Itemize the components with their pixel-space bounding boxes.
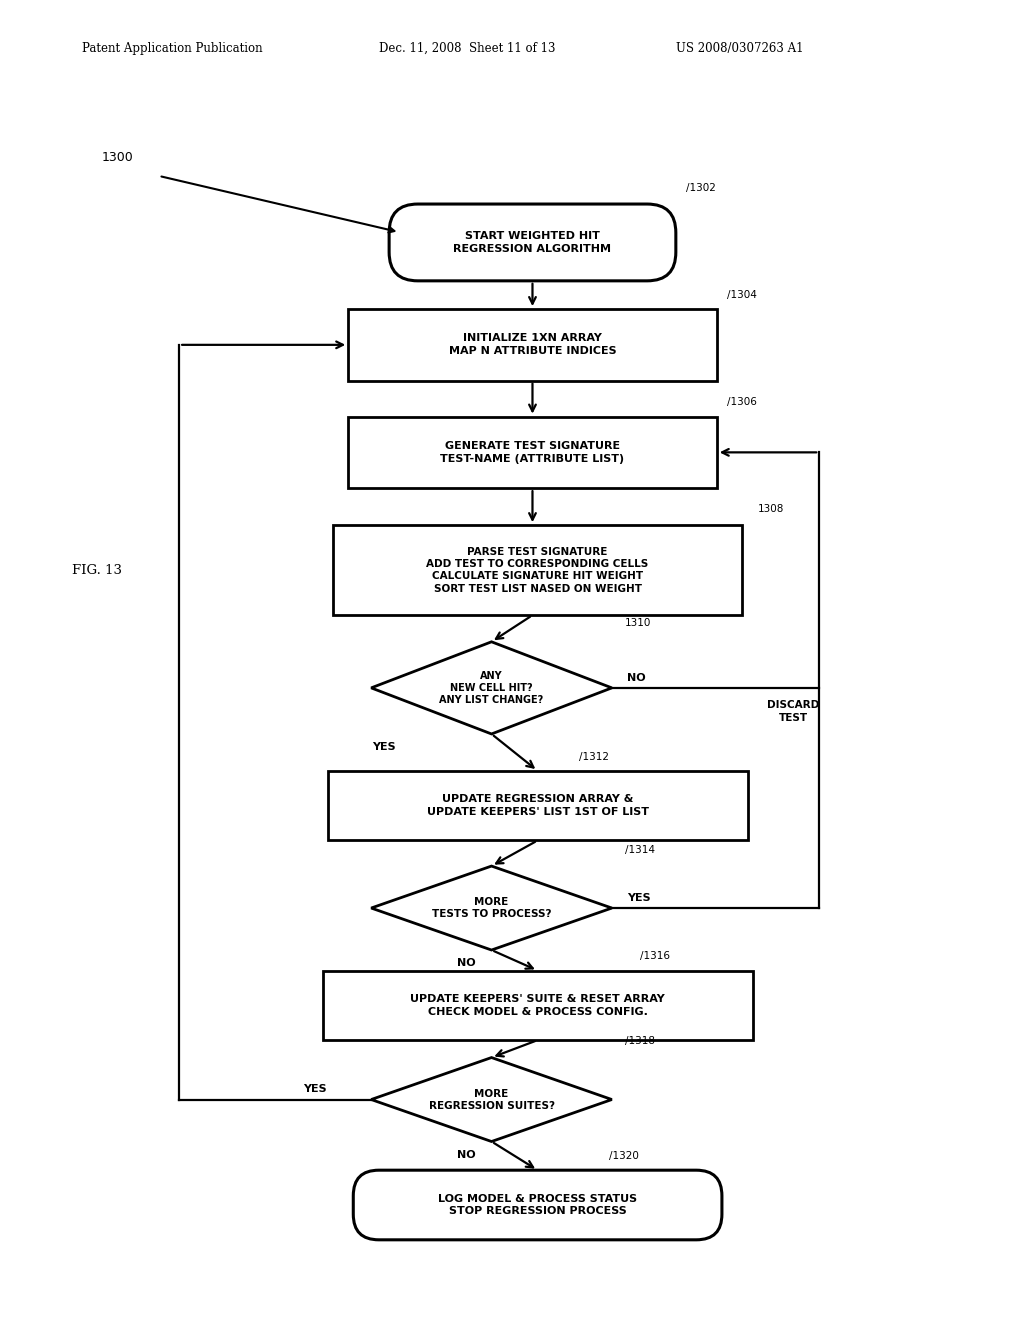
Text: PARSE TEST SIGNATURE
ADD TEST TO CORRESPONDING CELLS
CALCULATE SIGNATURE HIT WEI: PARSE TEST SIGNATURE ADD TEST TO CORRESP… <box>426 546 649 594</box>
Text: /1314: /1314 <box>625 845 654 855</box>
Text: /1312: /1312 <box>579 751 608 762</box>
Bar <box>323 970 753 1040</box>
Text: Dec. 11, 2008  Sheet 11 of 13: Dec. 11, 2008 Sheet 11 of 13 <box>379 42 555 54</box>
Text: 1310: 1310 <box>625 619 651 628</box>
Text: NO: NO <box>457 1150 475 1160</box>
Text: MORE
REGRESSION SUITES?: MORE REGRESSION SUITES? <box>428 1089 555 1110</box>
Text: /1318: /1318 <box>625 1036 654 1047</box>
Text: UPDATE KEEPERS' SUITE & RESET ARRAY
CHECK MODEL & PROCESS CONFIG.: UPDATE KEEPERS' SUITE & RESET ARRAY CHEC… <box>411 994 665 1016</box>
Text: ANY
NEW CELL HIT?
ANY LIST CHANGE?: ANY NEW CELL HIT? ANY LIST CHANGE? <box>439 671 544 705</box>
Text: YES: YES <box>303 1084 327 1094</box>
Text: START WEIGHTED HIT
REGRESSION ALGORITHM: START WEIGHTED HIT REGRESSION ALGORITHM <box>454 231 611 253</box>
Text: /1304: /1304 <box>727 290 757 300</box>
Text: MORE
TESTS TO PROCESS?: MORE TESTS TO PROCESS? <box>432 898 551 919</box>
Text: DISCARD
TEST: DISCARD TEST <box>767 700 820 722</box>
FancyBboxPatch shape <box>389 205 676 281</box>
Text: YES: YES <box>372 742 396 752</box>
Polygon shape <box>371 642 611 734</box>
Text: GENERATE TEST SIGNATURE
TEST-NAME (ATTRIBUTE LIST): GENERATE TEST SIGNATURE TEST-NAME (ATTRI… <box>440 441 625 463</box>
Text: Patent Application Publication: Patent Application Publication <box>82 42 262 54</box>
Bar <box>333 525 742 615</box>
Polygon shape <box>371 866 611 950</box>
Bar <box>328 771 748 841</box>
Text: UPDATE REGRESSION ARRAY &
UPDATE KEEPERS' LIST 1ST OF LIST: UPDATE REGRESSION ARRAY & UPDATE KEEPERS… <box>427 795 648 817</box>
Text: NO: NO <box>627 673 646 682</box>
Text: 1300: 1300 <box>101 150 134 164</box>
Text: US 2008/0307263 A1: US 2008/0307263 A1 <box>676 42 804 54</box>
FancyBboxPatch shape <box>353 1171 722 1239</box>
Text: FIG. 13: FIG. 13 <box>73 564 122 577</box>
Text: INITIALIZE 1XN ARRAY
MAP N ATTRIBUTE INDICES: INITIALIZE 1XN ARRAY MAP N ATTRIBUTE IND… <box>449 334 616 356</box>
Text: YES: YES <box>627 892 651 903</box>
Text: NO: NO <box>457 958 475 968</box>
Text: /1302: /1302 <box>686 183 716 193</box>
Bar <box>348 417 717 488</box>
Text: 1308: 1308 <box>758 504 784 513</box>
Text: /1320: /1320 <box>609 1151 639 1162</box>
Bar <box>348 309 717 380</box>
Text: /1316: /1316 <box>640 952 670 961</box>
Polygon shape <box>371 1057 611 1142</box>
Text: /1306: /1306 <box>727 397 757 408</box>
Text: LOG MODEL & PROCESS STATUS
STOP REGRESSION PROCESS: LOG MODEL & PROCESS STATUS STOP REGRESSI… <box>438 1193 637 1217</box>
